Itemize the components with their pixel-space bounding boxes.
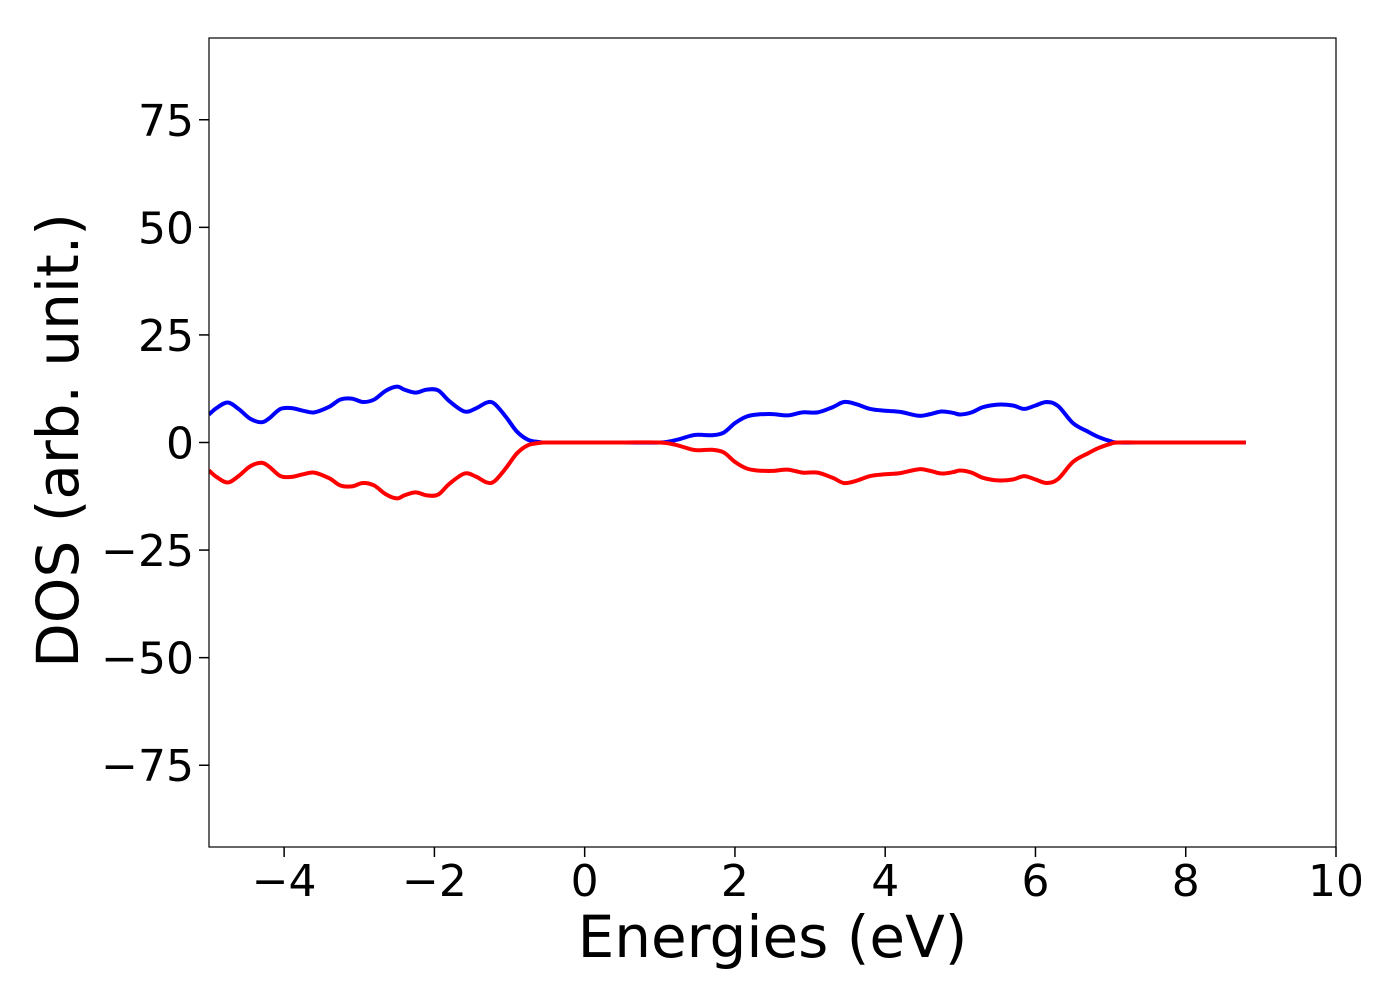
spin-up-line	[209, 384, 1246, 445]
x-tick-label: 4	[871, 856, 899, 907]
y-tick-label: 0	[166, 419, 194, 470]
y-axis: 75 50 25 0 −25 −50 −75	[101, 96, 209, 792]
x-axis: −4 −2 0 2 4 6 8 10	[252, 847, 1364, 907]
x-tick-label: 0	[571, 856, 599, 907]
x-tick-label: 2	[721, 856, 749, 907]
x-axis-label: Energies (eV)	[578, 903, 968, 971]
x-tick-label: 8	[1172, 856, 1200, 907]
y-tick-label: 75	[138, 96, 194, 147]
series-layer	[209, 384, 1246, 501]
x-tick-label: −2	[402, 856, 467, 907]
x-tick-label: 6	[1021, 856, 1049, 907]
y-tick-label: −50	[101, 634, 194, 685]
y-tick-label: 50	[138, 203, 194, 254]
spin-down-line	[209, 440, 1246, 501]
y-tick-label: −75	[101, 741, 194, 792]
y-axis-label: DOS (arb. unit.)	[24, 213, 92, 668]
y-tick-label: −25	[101, 526, 194, 577]
y-tick-label: 25	[138, 311, 194, 362]
x-tick-label: 10	[1308, 856, 1364, 907]
x-tick-label: −4	[252, 856, 317, 907]
